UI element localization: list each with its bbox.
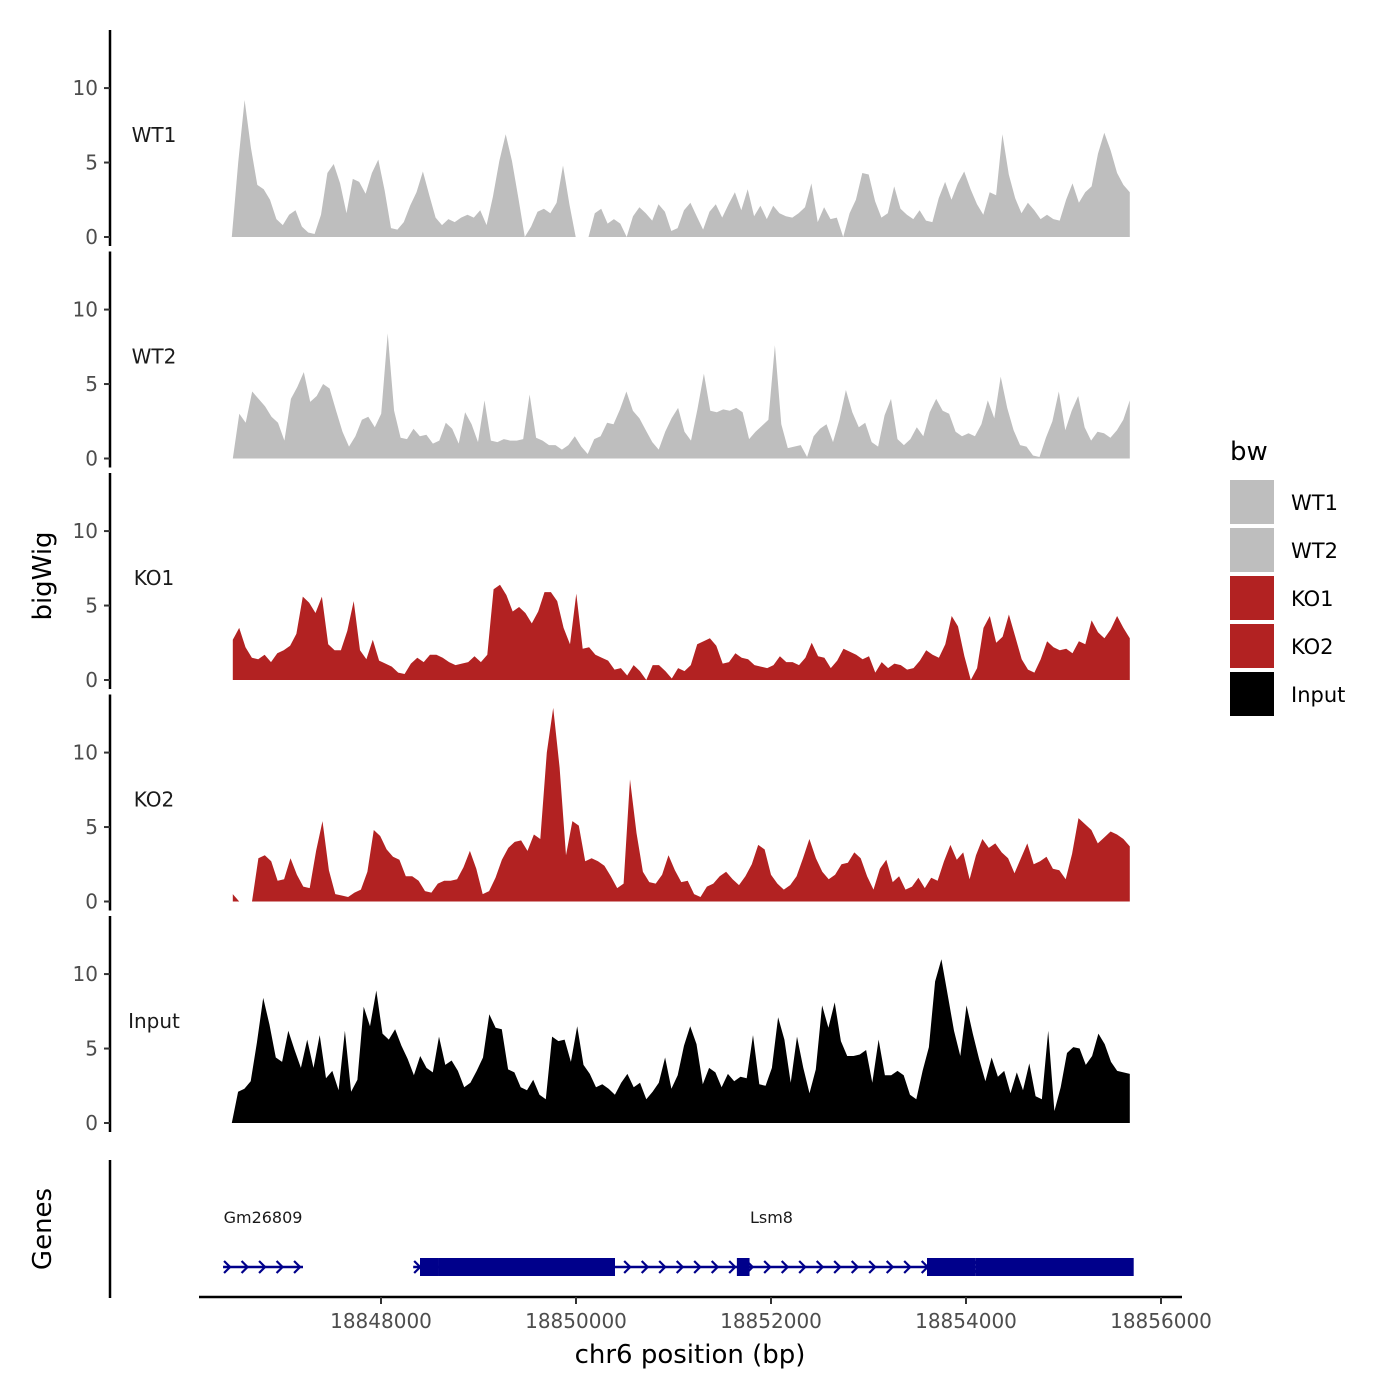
legend-swatch [1230, 672, 1274, 716]
track-label: Input [128, 1009, 180, 1033]
legend: bw WT1 WT2 KO1 KO2 Input [1230, 437, 1345, 716]
y-tick-label: 0 [85, 890, 98, 914]
y-axis-title: bigWig [28, 531, 58, 620]
y-tick-label: 10 [73, 519, 98, 543]
y-tick-label: 0 [85, 447, 98, 471]
legend-label: WT2 [1291, 539, 1338, 563]
legend-swatch [1230, 576, 1274, 620]
strand-arrow-icon [223, 1260, 232, 1274]
y-tick-label: 5 [85, 1037, 98, 1061]
area-input [231, 959, 1130, 1123]
track-label: KO1 [134, 566, 175, 590]
legend-swatch [1230, 624, 1274, 668]
legend-label: WT1 [1291, 491, 1338, 515]
y-tick-label: 5 [85, 815, 98, 839]
x-tick-label: 18852000 [720, 1309, 822, 1333]
area-ko2 [232, 707, 1130, 902]
signal-tracks: 0 5 10 WT1 0 5 10 WT2 0 5 10 KO1 0 5 10 KO2 0 5 10 Input [73, 30, 1130, 1135]
y-tick-label: 0 [85, 668, 98, 692]
x-tick-label: 18848000 [330, 1309, 432, 1333]
strand-arrow-icon [640, 1260, 650, 1274]
legend-swatch [1230, 528, 1274, 572]
y-tick-label: 10 [73, 962, 98, 986]
strand-arrow-icon [658, 1260, 667, 1274]
legend-item-ko1: KO1 [1230, 576, 1334, 620]
strand-arrow-icon [815, 1260, 825, 1274]
strand-arrow-icon [903, 1260, 912, 1274]
strand-arrow-icon [728, 1260, 737, 1274]
area-ko1 [232, 584, 1130, 680]
genes-axis-title: Genes [28, 1188, 58, 1270]
y-tick-label: 10 [73, 298, 98, 322]
strand-arrow-icon [675, 1260, 685, 1274]
track-ko1: 0 5 10 KO1 [73, 473, 1130, 692]
track-label: KO2 [134, 788, 175, 812]
track-input: 0 5 10 Input [73, 916, 1130, 1135]
exon [975, 1258, 1134, 1276]
strand-arrow-icon [833, 1260, 842, 1274]
x-axis-title: chr6 position (bp) [575, 1340, 806, 1370]
legend-swatch [1230, 480, 1274, 524]
y-tick-label: 10 [73, 741, 98, 765]
strand-arrow-icon [293, 1260, 302, 1274]
y-tick-label: 10 [73, 76, 98, 100]
gene-label: Gm26809 [224, 1208, 303, 1227]
legend-label: KO2 [1291, 635, 1334, 659]
track-label: WT2 [132, 345, 177, 369]
x-tick-label: 18856000 [1110, 1309, 1212, 1333]
strand-arrow-icon [798, 1260, 807, 1274]
y-tick-label: 0 [85, 225, 98, 249]
strand-arrow-icon [258, 1260, 267, 1274]
y-tick-label: 0 [85, 1111, 98, 1135]
track-ko2: 0 5 10 KO2 [73, 694, 1130, 914]
genes-panel: Gm26809 Lsm8 [108, 1160, 1134, 1298]
y-tick-label: 5 [85, 372, 98, 396]
x-axis: 18848000 18850000 18852000 18854000 18856000 [199, 1295, 1212, 1333]
legend-label: Input [1291, 683, 1345, 707]
strand-arrow-icon [868, 1260, 877, 1274]
strand-arrow-icon [240, 1260, 250, 1274]
track-wt1: 0 5 10 WT1 [73, 30, 1130, 249]
y-tick-label: 5 [85, 151, 98, 175]
legend-item-wt2: WT2 [1230, 528, 1338, 572]
strand-arrow-icon [693, 1260, 702, 1274]
exon [927, 1258, 976, 1276]
legend-title: bw [1230, 437, 1268, 467]
track-wt2: 0 5 10 WT2 [73, 251, 1130, 471]
y-tick-label: 5 [85, 594, 98, 618]
legend-label: KO1 [1291, 587, 1334, 611]
exon [736, 1258, 750, 1276]
exon [438, 1258, 479, 1276]
exon [420, 1258, 439, 1276]
legend-item-input: Input [1230, 672, 1345, 716]
x-tick-label: 18850000 [525, 1309, 627, 1333]
strand-arrow-icon [850, 1260, 860, 1274]
strand-arrow-icon [623, 1260, 632, 1274]
track-label: WT1 [132, 123, 177, 147]
legend-item-ko2: KO2 [1230, 624, 1334, 668]
legend-item-wt1: WT1 [1230, 480, 1338, 524]
strand-arrow-icon [780, 1260, 790, 1274]
gene-lsm8: Lsm8 [413, 1208, 1134, 1276]
x-tick-label: 18854000 [915, 1309, 1017, 1333]
strand-arrow-icon [763, 1260, 772, 1274]
area-wt1 [231, 100, 1130, 237]
strand-arrow-icon [885, 1260, 895, 1274]
strand-arrow-icon [710, 1260, 720, 1274]
gene-gm26809: Gm26809 [223, 1208, 303, 1274]
area-wt2 [232, 333, 1130, 459]
gene-label: Lsm8 [750, 1208, 793, 1227]
strand-arrow-icon [275, 1260, 285, 1274]
exon [478, 1258, 615, 1276]
